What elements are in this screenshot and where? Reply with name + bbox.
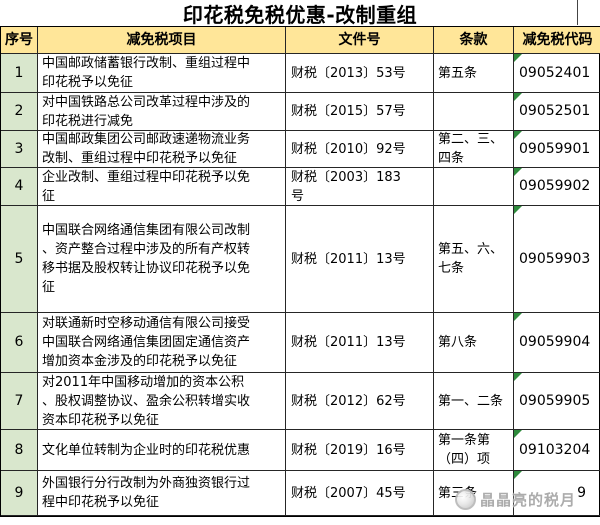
cell-serial: 1 xyxy=(1,54,38,93)
cell-code: 09103204 xyxy=(514,430,600,471)
cell-project: 中国联合网络通信集团有限公司改制 、资产整合过程中涉及的所有产权转 移书据及股权… xyxy=(38,206,286,313)
cell-code: 9 xyxy=(514,471,600,516)
cell-project: 外国银行分行改制为外商独资银行过 程中印花税予以免征 xyxy=(38,471,286,516)
cell-code: 09059905 xyxy=(514,373,600,430)
code-value: 09059901 xyxy=(519,140,591,157)
cell-serial: 6 xyxy=(1,313,38,373)
error-indicator-triangle-icon xyxy=(514,93,522,101)
cell-project: 对中国铁路总公司改革过程中涉及的 印花税进行减免 xyxy=(38,93,286,131)
cell-clause: 第一条第 （四）项 xyxy=(434,430,514,471)
cell-serial: 2 xyxy=(1,93,38,131)
cell-code: 09052501 xyxy=(514,93,600,131)
cell-document: 财税〔2015〕57号 xyxy=(286,93,434,131)
error-indicator-triangle-icon xyxy=(514,54,522,62)
cell-clause: 第五条 xyxy=(434,54,514,93)
cell-project: 对2011年中国移动增加的资本公积 、股权调整协议、盈余公积转增实收 资本印花税… xyxy=(38,373,286,430)
code-value: 09103204 xyxy=(519,441,591,458)
cell-document: 财税〔2011〕13号 xyxy=(286,206,434,313)
cell-code: 09059904 xyxy=(514,313,600,373)
cell-document: 财税〔2012〕62号 xyxy=(286,373,434,430)
error-indicator-triangle-icon xyxy=(514,131,522,139)
error-indicator-triangle-icon xyxy=(514,206,522,214)
cell-code: 09059902 xyxy=(514,168,600,206)
cell-document: 财税〔2019〕16号 xyxy=(286,430,434,471)
title-gridline xyxy=(577,0,578,25)
cell-serial: 3 xyxy=(1,131,38,168)
cell-document: 财税〔2003〕183 号 xyxy=(286,168,434,206)
code-value: 09059902 xyxy=(519,178,591,194)
cell-clause: 第三条 xyxy=(434,471,514,516)
cell-clause xyxy=(434,93,514,131)
header-exemption-code: 减免税代码 xyxy=(514,27,600,54)
code-value: 09059903 xyxy=(519,250,591,267)
page-title: 印花税免税优惠-改制重组 xyxy=(182,2,418,27)
cell-document: 财税〔2011〕13号 xyxy=(286,313,434,373)
error-indicator-triangle-icon xyxy=(514,471,522,479)
error-indicator-triangle-icon xyxy=(514,373,522,381)
error-indicator-triangle-icon xyxy=(514,168,522,176)
code-value: 09052401 xyxy=(519,64,591,81)
cell-code: 09059901 xyxy=(514,131,600,168)
header-document-number: 文件号 xyxy=(286,27,434,54)
header-serial-number: 序号 xyxy=(1,27,38,54)
error-indicator-triangle-icon xyxy=(514,430,522,438)
header-exemption-item: 减免税项目 xyxy=(38,27,286,54)
cell-document: 财税〔2007〕45号 xyxy=(286,471,434,516)
code-value: 09059904 xyxy=(519,334,591,350)
cell-project: 企业改制、重组过程中印花税予以免 征 xyxy=(38,168,286,206)
cell-clause: 第二、三、 四条 xyxy=(434,131,514,168)
code-value: 9 xyxy=(577,484,586,501)
header-clause: 条款 xyxy=(434,27,514,54)
cell-clause: 第八条 xyxy=(434,313,514,373)
cell-serial: 4 xyxy=(1,168,38,206)
code-value: 09052501 xyxy=(519,103,591,119)
cell-serial: 5 xyxy=(1,206,38,313)
cell-serial: 7 xyxy=(1,373,38,430)
cell-serial: 8 xyxy=(1,430,38,471)
cell-code: 09059903 xyxy=(514,206,600,313)
cell-project: 中国邮政储蓄银行改制、重组过程中 印花税予以免征 xyxy=(38,54,286,93)
cell-project: 文化单位转制为企业时的印花税优惠 xyxy=(38,430,286,471)
cell-document: 财税〔2010〕92号 xyxy=(286,131,434,168)
cell-clause: 第一、二条 xyxy=(434,373,514,430)
cell-project: 对联通新时空移动通信有限公司接受 中国联合网络通信集团固定通信资产 增加资本金涉… xyxy=(38,313,286,373)
cell-document: 财税〔2013〕53号 xyxy=(286,54,434,93)
cell-clause xyxy=(434,168,514,206)
error-indicator-triangle-icon xyxy=(514,313,522,321)
cell-serial: 9 xyxy=(1,471,38,516)
code-value: 09059905 xyxy=(519,392,591,409)
cell-project: 中国邮政集团公司邮政速递物流业务 改制、重组过程中印花税予以免征 xyxy=(38,131,286,168)
tax-exemption-table: 序号 减免税项目 文件号 条款 减免税代码 1 中国邮政储蓄银行改制、重组过程中… xyxy=(0,26,600,517)
cell-code: 09052401 xyxy=(514,54,600,93)
cell-clause: 第五、六、 七条 xyxy=(434,206,514,313)
